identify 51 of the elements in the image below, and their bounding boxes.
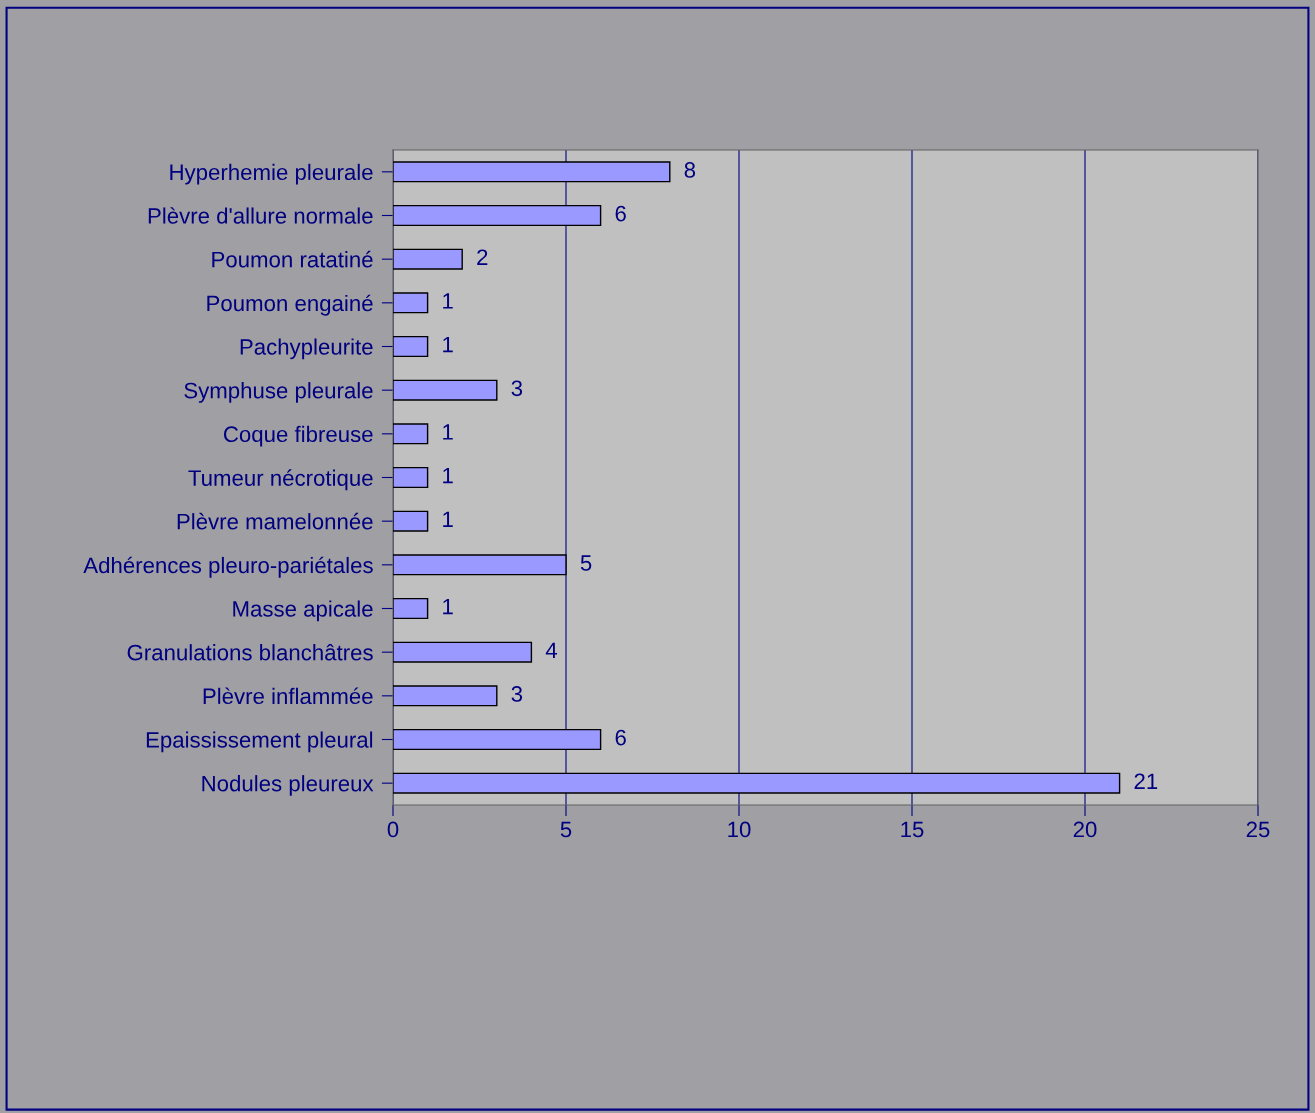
bar [393, 641, 533, 663]
y-tick-label: Pachypleurite [240, 338, 373, 360]
bar [393, 161, 671, 183]
x-tick-label: 15 [901, 821, 924, 838]
y-tick-label: Nodules pleureux [202, 775, 374, 796]
bar [393, 597, 429, 620]
data-label: 6 [615, 205, 626, 222]
y-tick-label: Epaississement pleural [146, 731, 373, 753]
data-label: 5 [580, 555, 592, 571]
data-label: 2 [477, 249, 488, 265]
data-label: 3 [511, 380, 523, 397]
data-label: 1 [443, 336, 453, 353]
bar [393, 335, 429, 358]
x-tick-label: 25 [1246, 821, 1270, 838]
data-label: 6 [615, 729, 626, 746]
bar [393, 772, 1121, 794]
data-label: 1 [443, 467, 453, 484]
data-label: 3 [511, 686, 523, 702]
bar [393, 728, 602, 751]
data-label: 4 [545, 642, 557, 658]
data-label: 8 [684, 162, 696, 178]
bar [393, 292, 429, 314]
x-tick-label: 10 [728, 821, 751, 838]
y-tick-label: Symphuse pleurale [184, 382, 373, 403]
bar [393, 554, 567, 576]
y-tick-label: Granulations blanchâtres [127, 644, 373, 661]
y-tick-label: Poumon ratatiné [212, 250, 373, 268]
y-tick-label: Masse apicale [233, 600, 373, 622]
bar [393, 510, 429, 532]
bar [393, 423, 429, 445]
bar [393, 248, 463, 270]
y-tick-label: Tumeur nécrotique [188, 469, 373, 491]
y-tick-label: Plèvre d'allure normale [148, 207, 373, 224]
data-label: 1 [443, 511, 453, 527]
data-label: 1 [443, 293, 453, 309]
data-label: 1 [443, 424, 453, 440]
y-tick-label: Poumon engainé [207, 294, 373, 316]
data-label: 1 [443, 598, 453, 615]
bar [393, 379, 498, 401]
bar [393, 204, 602, 227]
y-tick-label: Hyperhemie pleurale [170, 163, 373, 185]
bar [393, 685, 498, 707]
y-tick-label: Adhérences pleuro-pariétales [83, 556, 373, 578]
y-tick-label: Coque fibreuse [223, 425, 373, 447]
data-label: 21 [1134, 773, 1158, 789]
y-tick-label: Plèvre mamelonnée [177, 512, 373, 530]
y-tick-label: Plèvre inflammée [203, 687, 373, 705]
x-tick-label: 0 [387, 821, 399, 838]
bar [393, 466, 429, 489]
x-tick-label: 20 [1073, 821, 1097, 838]
x-tick-label: 5 [560, 821, 572, 838]
